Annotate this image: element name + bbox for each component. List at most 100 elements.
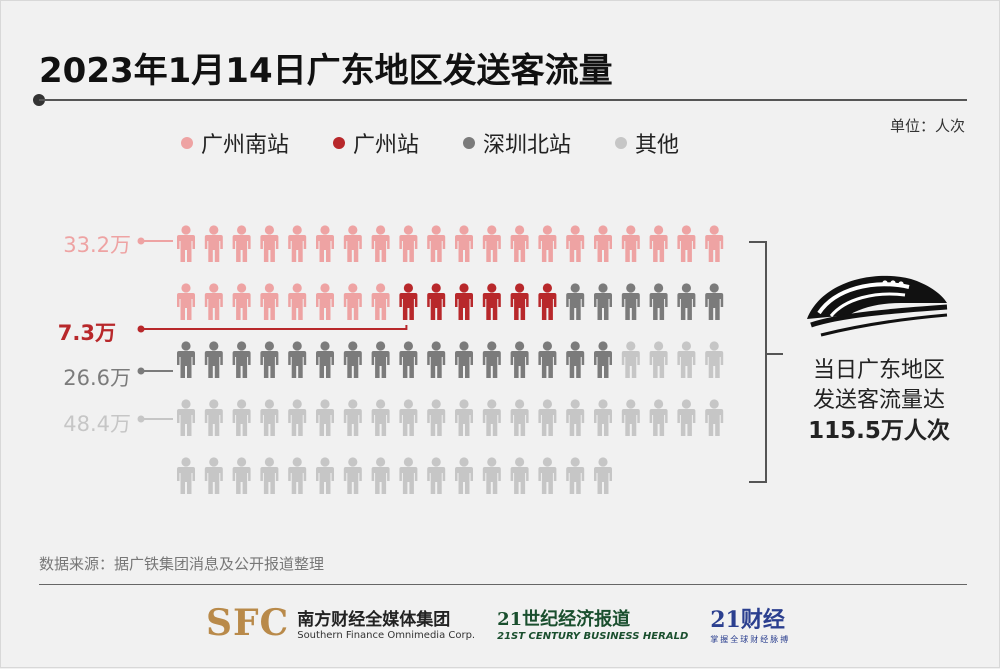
person-icon-guangzhou-south	[510, 225, 529, 262]
sfc-logo-text: 南方财经全媒体集团 Southern Finance Omnimedia Cor…	[297, 605, 475, 641]
person-icon-other	[677, 399, 696, 436]
person-icon-other	[621, 341, 640, 378]
person-icon-other	[538, 457, 557, 494]
total-summary: 当日广东地区 发送客流量达 115.5万人次	[789, 356, 969, 446]
person-icon-other	[594, 399, 612, 436]
person-icon-guangzhou-south	[204, 283, 223, 320]
person-icon-shenzhen-north	[566, 341, 585, 378]
person-icon-other	[566, 457, 585, 494]
person-icon-other	[427, 457, 446, 494]
sfc-logo-mark: SFC	[206, 602, 290, 644]
person-icon-guangzhou-south	[427, 225, 446, 262]
person-icon-guangzhou-south	[288, 225, 307, 262]
legend-label-shenzhen-north: 深圳北站	[483, 133, 572, 158]
person-icon-shenzhen-north	[204, 341, 223, 378]
person-icon-other	[677, 341, 696, 378]
person-icon-guangzhou-south	[649, 225, 668, 262]
person-icon-other	[343, 399, 362, 436]
legend-dot-guangzhou	[333, 137, 346, 149]
legend-dot-shenzhen-north	[463, 137, 476, 149]
train-icon	[807, 275, 948, 337]
person-icon-other	[232, 399, 251, 436]
person-icon-shenzhen-north	[427, 341, 446, 378]
person-icon-shenzhen-north	[482, 341, 501, 378]
summary-line-1: 当日广东地区	[812, 358, 945, 383]
person-icon-guangzhou-south	[482, 225, 501, 262]
legend-label-other: 其他	[635, 133, 680, 158]
legend-label-guangzhou: 广州站	[353, 133, 420, 158]
person-icon-other	[649, 341, 668, 378]
page-title: 2023年1月14日广东地区发送客流量	[39, 51, 613, 91]
person-icon-other	[288, 399, 307, 436]
person-icon-shenzhen-north	[705, 283, 724, 320]
person-icon-other	[455, 457, 473, 494]
person-icon-other	[510, 399, 529, 436]
leader-dot-guangzhou	[137, 325, 145, 333]
person-icon-guangzhou-south	[705, 225, 724, 262]
person-icon-guangzhou-south	[177, 225, 195, 262]
person-icon-guangzhou	[455, 283, 473, 320]
person-icon-other	[649, 399, 668, 436]
sfc-name: 南方财经全媒体集团	[297, 610, 451, 630]
person-icon-guangzhou-south	[455, 225, 473, 262]
person-icon-shenzhen-north	[399, 341, 418, 378]
person-icon-guangzhou-south	[594, 225, 612, 262]
person-icon-guangzhou-south	[343, 283, 362, 320]
person-icon-guangzhou-south	[177, 283, 195, 320]
person-icon-other	[594, 457, 612, 494]
person-icon-other	[316, 457, 334, 494]
person-icon-guangzhou-south	[399, 225, 418, 262]
person-icon-shenzhen-north	[371, 341, 390, 378]
person-icon-other	[204, 457, 223, 494]
person-icon-shenzhen-north	[260, 341, 279, 378]
legend-item-guangzhou-south: 广州南站	[181, 127, 289, 159]
herald-english-name: 21ST CENTURY BUSINESS HERALD	[497, 630, 689, 642]
person-icon-guangzhou	[538, 283, 557, 320]
person-icon-guangzhou-south	[260, 283, 279, 320]
person-icon-other	[177, 457, 195, 494]
person-icon-other	[204, 399, 223, 436]
person-icon-shenzhen-north	[621, 283, 640, 320]
person-icon-other	[705, 341, 724, 378]
person-icon-guangzhou-south	[371, 283, 390, 320]
person-icon-other	[177, 399, 195, 436]
herald-logo: 21世纪经济报道 21ST CENTURY BUSINESS HERALD	[497, 605, 688, 642]
person-icon-shenzhen-north	[594, 283, 612, 320]
person-icon-guangzhou-south	[260, 225, 279, 262]
person-icon-guangzhou-south	[316, 283, 334, 320]
herald-name: 21世纪经济报道	[497, 608, 631, 630]
caijing-name: 21财经	[710, 606, 785, 633]
person-icon-other	[399, 457, 418, 494]
footer-rule	[39, 584, 967, 585]
person-icon-other	[455, 399, 473, 436]
person-icon-other	[316, 399, 334, 436]
person-icon-guangzhou-south	[343, 225, 362, 262]
person-icon-other	[371, 399, 390, 436]
summary-total: 115.5万人次	[808, 418, 950, 444]
legend-item-other: 其他	[615, 127, 679, 159]
person-icon-guangzhou	[482, 283, 501, 320]
leader-dot-guangzhou-south	[137, 237, 145, 245]
legend-dot-guangzhou-south	[181, 137, 193, 149]
summary-line-2: 发送客流量达	[812, 388, 945, 413]
person-icon-other	[260, 399, 279, 436]
legend-item-guangzhou: 广州站	[333, 127, 419, 159]
legend-item-shenzhen-north: 深圳北站	[463, 127, 571, 159]
value-label-shenzhen-north: 26.6万	[63, 366, 131, 390]
person-icon-shenzhen-north	[343, 341, 362, 378]
person-icon-guangzhou-south	[538, 225, 557, 262]
person-icon-shenzhen-north	[232, 341, 251, 378]
person-icon-other	[705, 399, 724, 436]
person-icon-shenzhen-north	[177, 341, 195, 378]
value-label-guangzhou: 7.3万	[57, 321, 116, 345]
value-label-other: 48.4万	[63, 412, 131, 436]
person-icon-other	[288, 457, 307, 494]
person-icon-guangzhou-south	[621, 225, 640, 262]
leader-dot-shenzhen-north	[137, 367, 145, 375]
person-icon-shenzhen-north	[288, 341, 307, 378]
sfc-english-name: Southern Finance Omnimedia Corp.	[297, 630, 476, 641]
legend: 广州南站 广州站 深圳北站 其他	[181, 128, 723, 158]
person-icon-guangzhou	[427, 283, 446, 320]
